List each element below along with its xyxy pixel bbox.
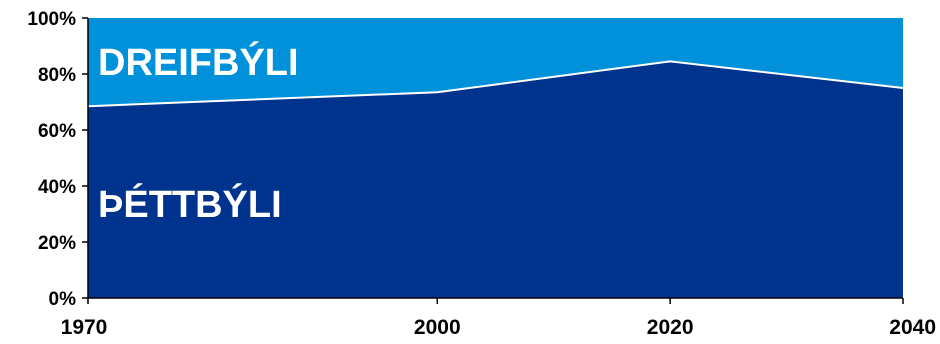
series-boundary-line [87,60,904,108]
series-label-dreifbyli: DREIFBÝLI [98,40,299,84]
x-tick-label: 2000 [414,316,461,339]
x-ticks: 1970 2000 2020 2040 [61,298,936,339]
y-tick-label: 0% [49,289,77,310]
y-tick-label: 60% [38,121,76,142]
y-tick-label: 40% [38,177,76,198]
y-tick-label: 80% [38,65,76,86]
area-dreifbyli [88,18,903,107]
axes: 0% 20% 40% 60% 80% 100% 1970 2000 2020 2040 [27,9,936,339]
x-tick-label: 2020 [647,316,694,339]
y-ticks: 0% 20% 40% 60% 80% 100% [27,9,88,310]
y-tick-label: 100% [27,9,76,30]
plot-area [87,18,904,299]
series-label-thettbyli: ÞÉTTBÝLI [98,182,282,226]
y-tick-label: 20% [38,233,76,254]
x-tick-label: 2040 [889,316,936,339]
x-tick-label: 1970 [61,316,108,339]
area-thettbyli [88,61,903,299]
